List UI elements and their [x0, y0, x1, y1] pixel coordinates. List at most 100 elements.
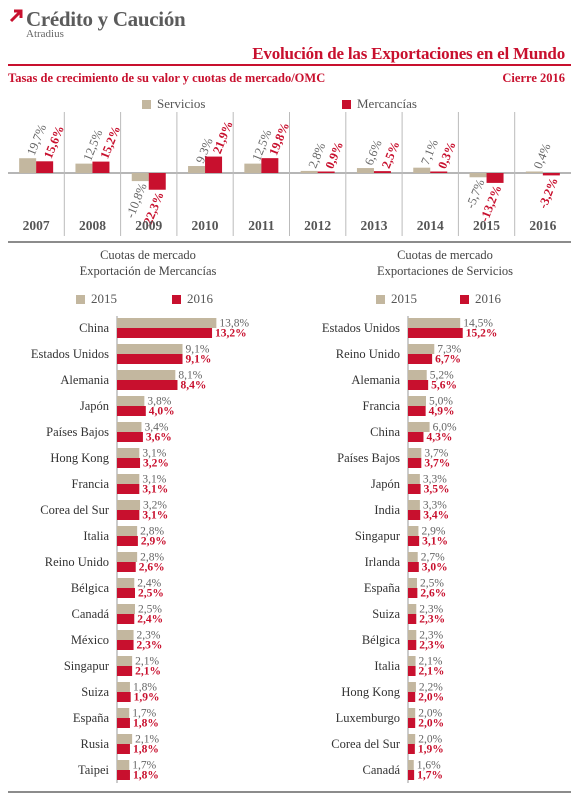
- bar-2015-Alemania: [117, 370, 176, 380]
- data-label: 2,3%: [419, 614, 445, 626]
- year-tick-label: 2012: [304, 218, 331, 233]
- data-label: 2,8%: [140, 526, 164, 538]
- bar-2016-Bélgica: [117, 588, 135, 598]
- bar-2015-Alemania: [408, 370, 427, 380]
- data-label: 13,2%: [215, 328, 247, 340]
- legend-label: 2016: [187, 291, 213, 306]
- data-label: 2,5%: [138, 604, 162, 616]
- bar-2016-Bélgica: [408, 640, 417, 650]
- bar-2015-Suiza: [117, 682, 130, 692]
- category-label: México: [71, 633, 109, 647]
- bar-2015-España: [117, 708, 130, 718]
- legend-swatch: [342, 99, 351, 109]
- bar-2016-Italia: [117, 536, 138, 546]
- merchandise-chart-title-line1: Cuotas de mercado: [100, 248, 196, 262]
- bar-2015-Rusia: [117, 734, 133, 744]
- bar-2016-Suiza: [408, 614, 417, 624]
- legend-swatch: [376, 294, 385, 304]
- bar-2016-Taipei: [117, 770, 130, 780]
- bar-2016-Canadá: [117, 614, 135, 624]
- bar-2016-Japón: [117, 406, 146, 416]
- category-label: Estados Unidos: [31, 347, 109, 361]
- services-chart-title-line1: Cuotas de mercado: [397, 248, 493, 262]
- bar-mercancias-2009: [148, 173, 166, 190]
- data-label: 2,1%: [135, 734, 159, 746]
- data-label: 3,2%: [143, 500, 167, 512]
- data-label: 2,7%: [421, 552, 445, 564]
- bar-servicios-2008: [75, 163, 93, 173]
- data-label: 2,0%: [418, 734, 442, 746]
- category-label: Alemania: [351, 373, 400, 387]
- bar-2015-Japón: [117, 396, 145, 406]
- bar-2015-Singapur: [117, 656, 133, 666]
- data-label: 2,0%: [418, 718, 444, 730]
- data-label: 1,9%: [134, 692, 160, 704]
- data-label: 1,8%: [133, 744, 159, 756]
- data-label: 6,0%: [433, 422, 457, 434]
- bar-2016-Reino Unido: [117, 562, 136, 572]
- bar-2015-Bélgica: [117, 578, 135, 588]
- services-chart-title: Cuotas de mercado Exportaciones de Servi…: [330, 247, 560, 279]
- data-label: 2,3%: [137, 640, 163, 652]
- bar-2016-Hong Kong: [408, 692, 416, 702]
- data-label: 14,5%: [463, 318, 493, 330]
- bar-2016-Luxemburgo: [408, 718, 416, 728]
- category-label: Rusia: [81, 737, 110, 751]
- bar-2016-Irlanda: [408, 562, 419, 572]
- data-label: 2,1%: [419, 656, 443, 668]
- legend-swatch: [76, 294, 85, 304]
- data-label: 2,5%: [420, 578, 444, 590]
- year-tick-label: 2013: [360, 218, 387, 233]
- year-tick-label: 2016: [529, 218, 556, 233]
- data-label: 3,2%: [143, 458, 169, 470]
- bar-2016-Corea del Sur: [408, 744, 415, 754]
- bar-servicios-2012: [300, 170, 318, 173]
- bar-2016-Hong Kong: [117, 458, 141, 468]
- bar-2016-Rusia: [117, 744, 130, 754]
- category-label: Alemania: [60, 373, 109, 387]
- bar-2015-Estados Unidos: [408, 318, 461, 328]
- bar-2015-Canadá: [117, 604, 135, 614]
- year-tick-label: 2014: [417, 218, 444, 233]
- category-label: Suiza: [81, 685, 109, 699]
- bar-2015-Luxemburgo: [408, 708, 416, 718]
- year-tick-label: 2015: [473, 218, 500, 233]
- data-label: 3,6%: [146, 432, 172, 444]
- bar-2015-Singapur: [408, 526, 419, 536]
- data-label: 3,1%: [422, 536, 448, 548]
- data-label: 3,4%: [423, 510, 449, 522]
- bar-2015-Irlanda: [408, 552, 418, 562]
- legend-label: 2015: [91, 291, 117, 306]
- category-label: Reino Unido: [336, 347, 400, 361]
- services-chart-title-line2: Exportaciones de Servicios: [376, 264, 514, 278]
- bar-2016-China: [117, 328, 213, 338]
- bar-servicios-2010: [188, 166, 206, 173]
- title-divider: [8, 64, 571, 66]
- category-label: Países Bajos: [337, 451, 400, 465]
- legend-mercancias: Mercancías: [342, 96, 417, 112]
- merchandise-chart-title-line2: Exportación de Mercancías: [79, 264, 217, 278]
- bar-2015-Bélgica: [408, 630, 417, 640]
- bar-2015-Francia: [117, 474, 140, 484]
- data-label: 9,1%: [186, 344, 210, 356]
- data-label: 4,3%: [426, 432, 452, 444]
- category-label: Taipei: [78, 763, 110, 777]
- category-label: Singapur: [355, 529, 401, 543]
- category-label: Corea del Sur: [331, 737, 401, 751]
- brand-subname: Atradius: [26, 28, 64, 40]
- bar-mercancias-2012: [317, 171, 335, 173]
- category-label: Japón: [80, 399, 110, 413]
- bar-2015-China: [117, 318, 217, 328]
- bar-2015-China: [408, 422, 430, 432]
- bar-2015-Japón: [408, 474, 420, 484]
- bar-2015-Italia: [408, 656, 416, 666]
- data-label: 2,0%: [418, 692, 444, 704]
- year-tick-label: 2008: [79, 218, 106, 233]
- data-label: 4,0%: [149, 406, 175, 418]
- data-label: 3,0%: [422, 562, 448, 574]
- category-label: Italia: [374, 659, 400, 673]
- data-label: 3,3%: [423, 500, 447, 512]
- bar-mercancias-2013: [373, 171, 391, 173]
- data-label: 2,3%: [137, 630, 161, 642]
- category-label: China: [370, 425, 400, 439]
